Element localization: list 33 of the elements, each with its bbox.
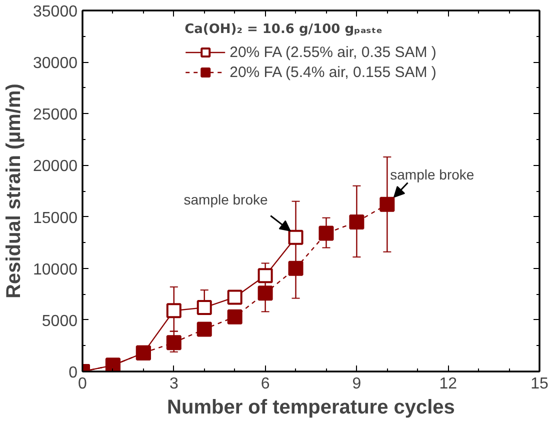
point: [227, 290, 242, 305]
x-axis-title: Number of temperature cycles: [167, 396, 455, 418]
y-axis-title: Residual strain (µm/m): [3, 84, 26, 298]
x-tick-label: 3: [169, 376, 178, 392]
x-tick-label: 9: [352, 376, 362, 392]
y-tick-label: 35000: [33, 4, 78, 20]
y-tick-label: 5000: [42, 312, 78, 330]
x-tick-label: 12: [439, 376, 458, 392]
point: [166, 303, 182, 318]
legend-title: Ca(OH)₂ = 10.6 g/100 gₚₐₛₜₑ: [184, 22, 384, 37]
point: [258, 286, 273, 301]
point: [258, 268, 273, 284]
point: [227, 309, 242, 324]
x-tick-label: 15: [530, 376, 548, 392]
y-tick-label: 30000: [33, 55, 78, 72]
legend-label: 20% FA (5.4% air, 0.155 SAM ): [230, 63, 436, 81]
point: [196, 322, 212, 337]
point: [288, 260, 304, 276]
point: [318, 226, 334, 241]
y-tick-label: 0: [68, 364, 78, 382]
point: [288, 230, 304, 245]
point: [349, 214, 364, 230]
point: [196, 300, 212, 316]
y-tick-label: 15000: [33, 210, 78, 227]
x-tick-label: 6: [260, 376, 270, 392]
point: [166, 335, 182, 350]
y-tick-label: 10000: [33, 261, 78, 278]
legend-label: 20% FA (2.55% air, 0.35 SAM ): [230, 43, 436, 61]
y-tick-label: 20000: [33, 158, 78, 176]
annotation: sample broke: [184, 191, 268, 208]
y-tick-label: 25000: [33, 106, 78, 124]
point: [380, 196, 395, 212]
annotation: sample broke: [390, 166, 474, 182]
